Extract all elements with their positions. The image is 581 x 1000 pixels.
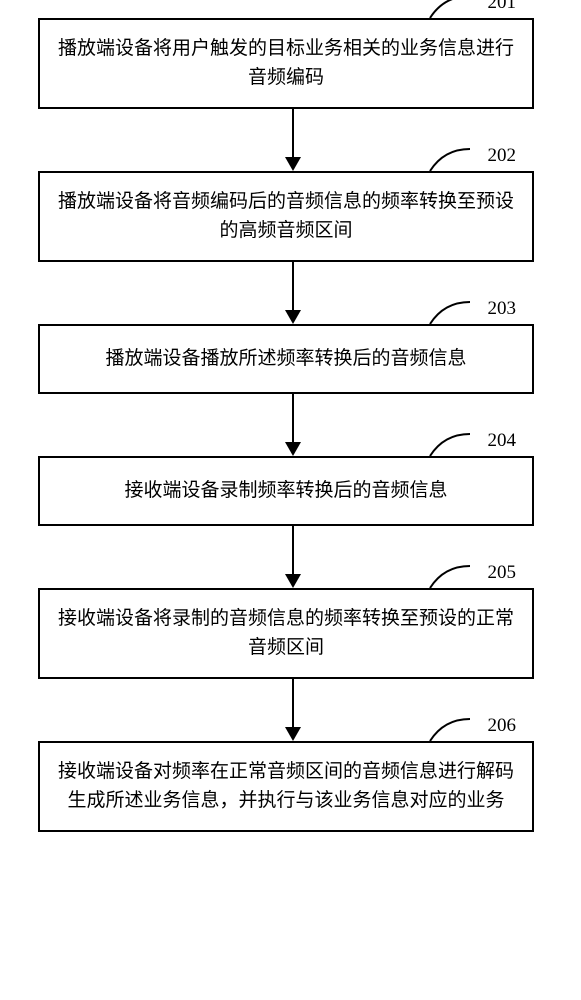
flow-step-203: 203播放端设备播放所述频率转换后的音频信息 bbox=[38, 324, 548, 394]
step-box: 接收端设备录制频率转换后的音频信息 bbox=[38, 456, 534, 526]
flow-step-202: 202播放端设备将音频编码后的音频信息的频率转换至预设的高频音频区间 bbox=[38, 171, 548, 262]
arrow-line bbox=[292, 109, 294, 157]
step-text: 播放端设备将音频编码后的音频信息的频率转换至预设的高频音频区间 bbox=[58, 187, 514, 246]
step-box: 接收端设备对频率在正常音频区间的音频信息进行解码生成所述业务信息，并执行与该业务… bbox=[38, 741, 534, 832]
label-leader bbox=[424, 562, 470, 588]
step-box: 播放端设备播放所述频率转换后的音频信息 bbox=[38, 324, 534, 394]
step-text: 接收端设备将录制的音频信息的频率转换至预设的正常音频区间 bbox=[58, 604, 514, 663]
arrow-head-icon bbox=[285, 442, 301, 456]
step-text: 播放端设备将用户触发的目标业务相关的业务信息进行音频编码 bbox=[58, 34, 514, 93]
arrow-down bbox=[38, 679, 548, 741]
step-text: 播放端设备播放所述频率转换后的音频信息 bbox=[105, 344, 466, 373]
step-text: 接收端设备录制频率转换后的音频信息 bbox=[124, 476, 447, 505]
step-label: 206 bbox=[488, 715, 517, 737]
arrow-head-icon bbox=[285, 727, 301, 741]
label-leader bbox=[424, 145, 470, 171]
arrow-line bbox=[292, 262, 294, 310]
step-box: 播放端设备将音频编码后的音频信息的频率转换至预设的高频音频区间 bbox=[38, 171, 534, 262]
label-leader bbox=[424, 430, 470, 456]
step-box: 播放端设备将用户触发的目标业务相关的业务信息进行音频编码 bbox=[38, 18, 534, 109]
arrow-down bbox=[38, 262, 548, 324]
label-leader bbox=[424, 0, 470, 18]
arrow-line bbox=[292, 679, 294, 727]
step-label: 201 bbox=[488, 0, 517, 14]
arrow-line bbox=[292, 526, 294, 574]
flow-step-201: 201播放端设备将用户触发的目标业务相关的业务信息进行音频编码 bbox=[38, 18, 548, 109]
arrow-head-icon bbox=[285, 310, 301, 324]
arrow-down bbox=[38, 394, 548, 456]
flow-step-205: 205接收端设备将录制的音频信息的频率转换至预设的正常音频区间 bbox=[38, 588, 548, 679]
label-leader bbox=[424, 715, 470, 741]
label-leader bbox=[424, 298, 470, 324]
step-label: 203 bbox=[488, 298, 517, 320]
flow-step-204: 204接收端设备录制频率转换后的音频信息 bbox=[38, 456, 548, 526]
arrow-head-icon bbox=[285, 157, 301, 171]
arrow-down bbox=[38, 526, 548, 588]
arrow-line bbox=[292, 394, 294, 442]
step-box: 接收端设备将录制的音频信息的频率转换至预设的正常音频区间 bbox=[38, 588, 534, 679]
step-text: 接收端设备对频率在正常音频区间的音频信息进行解码生成所述业务信息，并执行与该业务… bbox=[58, 757, 514, 816]
step-label: 205 bbox=[488, 562, 517, 584]
arrow-down bbox=[38, 109, 548, 171]
arrow-head-icon bbox=[285, 574, 301, 588]
flow-step-206: 206接收端设备对频率在正常音频区间的音频信息进行解码生成所述业务信息，并执行与… bbox=[38, 741, 548, 832]
step-label: 204 bbox=[488, 430, 517, 452]
step-label: 202 bbox=[488, 145, 517, 167]
